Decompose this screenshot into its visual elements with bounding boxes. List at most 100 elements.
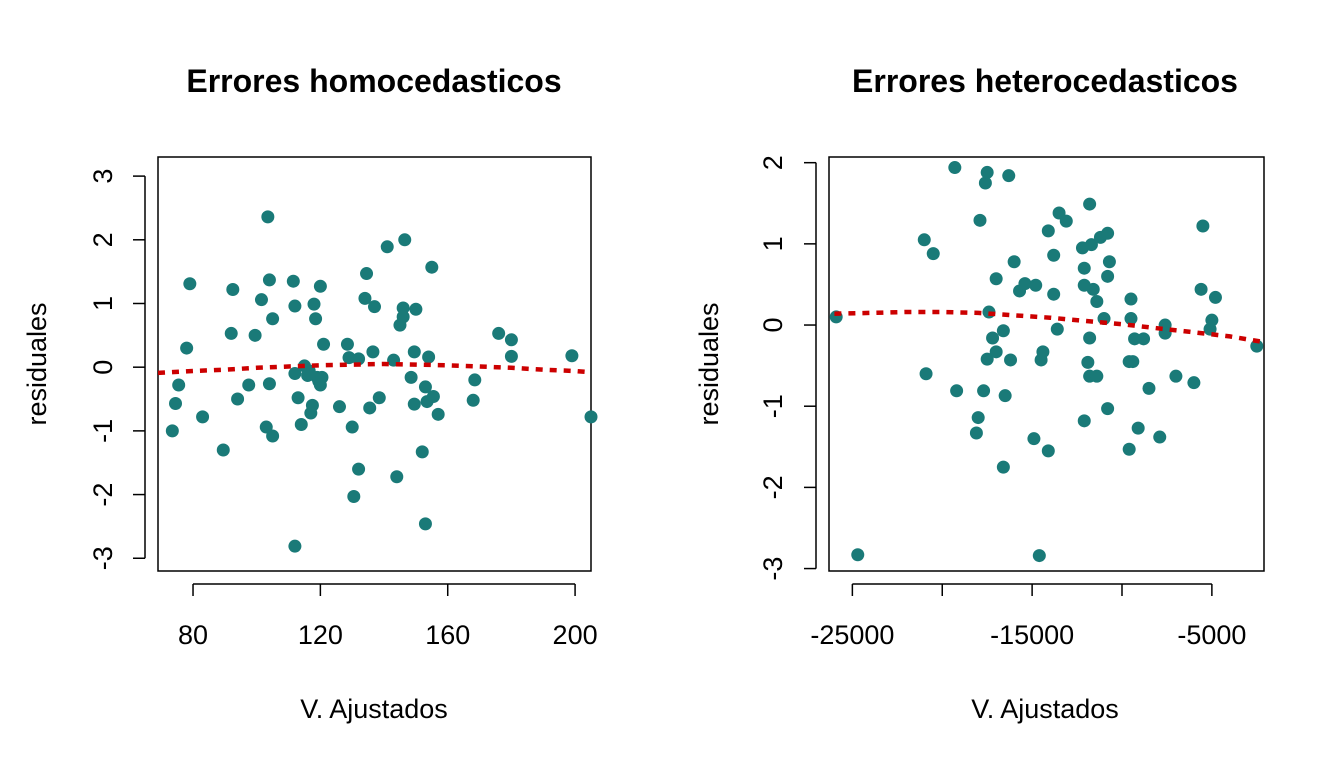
data-point — [973, 213, 987, 227]
data-point — [1194, 282, 1208, 296]
y-tick-label: -3 — [88, 546, 118, 570]
x-tick-label: 80 — [178, 620, 208, 650]
data-point — [305, 398, 319, 412]
data-point — [266, 429, 280, 443]
data-point — [342, 351, 356, 365]
data-point — [180, 341, 194, 355]
data-point — [989, 272, 1003, 286]
data-point — [969, 426, 983, 440]
trend-layer — [158, 361, 591, 376]
y-axis: -3 -2 -1 0 1 2 — [758, 155, 817, 581]
data-point — [288, 539, 302, 553]
y-tick-label: -1 — [88, 419, 118, 443]
data-point — [372, 391, 386, 405]
data-point — [288, 367, 302, 381]
data-point — [231, 392, 245, 406]
y-tick-label: 1 — [88, 296, 118, 311]
x-axis-label: V. Ajustados — [300, 694, 448, 724]
plot-frame — [828, 156, 1265, 572]
points-layer — [829, 161, 1264, 563]
data-point — [418, 517, 432, 531]
data-point — [1059, 214, 1073, 228]
data-point — [996, 460, 1010, 474]
data-point — [363, 401, 377, 415]
data-point — [317, 337, 331, 351]
trend-layer — [834, 309, 1264, 345]
trend-line — [834, 309, 1264, 345]
data-point — [1047, 287, 1061, 301]
data-point — [380, 240, 394, 254]
x-tick-label: 160 — [425, 620, 470, 650]
data-point — [266, 312, 280, 326]
data-point — [1081, 355, 1095, 369]
x-tick-label: -15000 — [990, 620, 1074, 650]
data-point — [978, 176, 992, 190]
data-point — [986, 331, 1000, 345]
data-point — [468, 373, 482, 387]
data-point — [1004, 353, 1018, 367]
data-point — [1007, 255, 1021, 269]
data-point — [1169, 369, 1183, 383]
data-point — [1101, 402, 1115, 416]
y-axis: -3 -2 -1 0 1 2 3 — [88, 169, 146, 570]
data-point — [1018, 277, 1032, 291]
data-point — [1250, 339, 1264, 353]
data-point — [1187, 376, 1201, 390]
y-tick-label: 2 — [758, 155, 788, 170]
x-axis: -25000 -15000 -5000 — [810, 583, 1246, 650]
x-tick-label: -5000 — [1177, 620, 1246, 650]
data-point — [926, 247, 940, 261]
y-tick-label: 2 — [88, 232, 118, 247]
data-point — [332, 400, 346, 414]
data-point — [347, 489, 361, 503]
data-point — [504, 349, 518, 363]
data-point — [989, 345, 1003, 359]
data-point — [1083, 331, 1097, 345]
data-point — [971, 411, 985, 425]
data-point — [1102, 255, 1116, 269]
data-point — [262, 377, 276, 391]
trend-line — [158, 361, 591, 376]
data-point — [216, 443, 230, 457]
data-point — [851, 548, 865, 562]
data-point — [1101, 226, 1115, 240]
data-point — [390, 470, 404, 484]
data-point — [1002, 169, 1016, 183]
data-point — [1153, 430, 1167, 444]
data-point — [396, 310, 410, 324]
data-point — [172, 378, 186, 392]
data-point — [248, 328, 262, 342]
data-point — [418, 380, 432, 394]
data-point — [584, 410, 598, 424]
data-point — [360, 267, 374, 281]
data-point — [288, 299, 302, 313]
data-point — [242, 378, 256, 392]
data-point — [366, 345, 380, 359]
data-point — [980, 165, 994, 179]
y-tick-label: -2 — [758, 475, 788, 499]
data-point — [1205, 313, 1219, 327]
x-tick-label: 200 — [553, 620, 598, 650]
data-point — [996, 324, 1010, 338]
data-point — [1027, 432, 1041, 446]
data-point — [415, 445, 429, 459]
x-axis: 80 120 160 200 — [178, 583, 598, 650]
data-point — [291, 391, 305, 405]
data-point — [352, 352, 366, 366]
data-point — [407, 345, 421, 359]
data-point — [426, 389, 440, 403]
data-point — [1077, 261, 1091, 275]
data-point — [358, 291, 372, 305]
y-tick-label: 0 — [88, 360, 118, 375]
data-point — [315, 370, 329, 384]
data-point — [1032, 549, 1046, 563]
data-point — [1101, 269, 1115, 283]
data-point — [1041, 444, 1055, 458]
data-point — [340, 337, 354, 351]
data-point — [1077, 414, 1091, 428]
data-point — [1137, 332, 1151, 346]
x-axis-label: V. Ajustados — [971, 694, 1119, 724]
data-point — [404, 370, 418, 384]
data-point — [998, 389, 1012, 403]
